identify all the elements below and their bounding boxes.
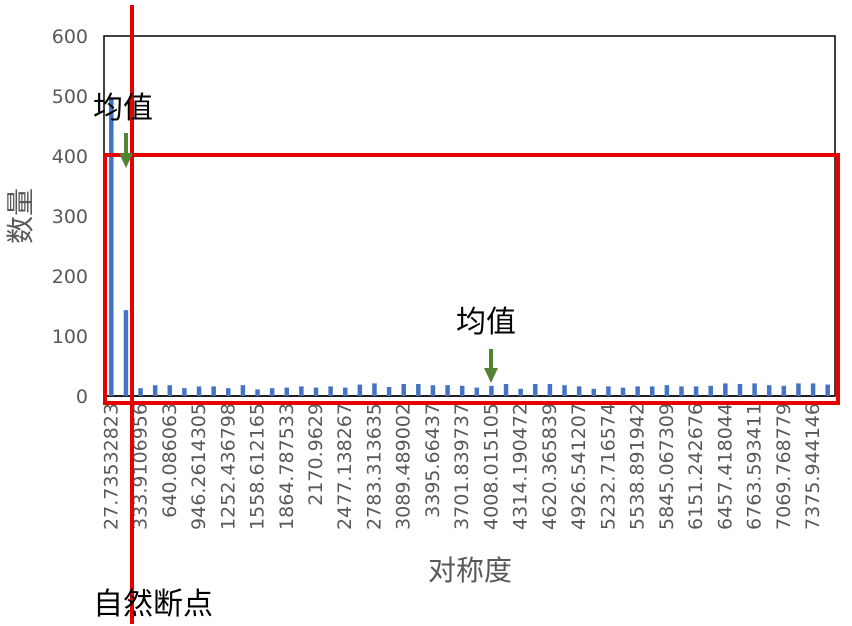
bar [752,383,757,396]
bar [416,384,421,396]
bar [650,386,655,396]
bar [489,385,494,396]
bar [372,383,377,396]
bar [796,383,801,396]
x-tick-label: 640.086063 [159,403,181,518]
x-tick-label: 6457.418044 [714,403,736,530]
bar [430,385,436,396]
bar [445,385,450,396]
x-tick-label: 6151.242676 [685,403,707,530]
bar [547,384,553,396]
x-tick-label: 946.2614305 [188,403,210,530]
bar [781,385,787,396]
bar [693,386,699,396]
bar [226,388,231,396]
y-tick-label: 400 [52,146,88,168]
bar [196,386,202,396]
x-tick-label: 333.9106956 [130,403,152,530]
bar [211,386,216,396]
bar [635,386,640,396]
bar [299,386,304,396]
bar [123,310,129,396]
bar [503,384,509,396]
bar [386,387,392,396]
x-tick-label: 3089.489002 [393,403,415,530]
bar [723,383,728,396]
bar [766,385,772,396]
x-tick-label: 3395.66437 [422,403,444,518]
bar [152,385,158,396]
mean-arrow-1 [119,133,133,168]
x-tick-label: 5232.716574 [597,403,619,530]
bar [284,387,289,396]
bar [474,387,480,396]
y-tick-label: 600 [52,26,88,48]
x-tick-label: 1864.787533 [276,403,298,530]
bar [708,385,713,396]
x-tick-label: 4314.190472 [510,403,532,530]
y-axis-title: 数量 [4,188,37,244]
x-tick-label: 5845.067309 [656,403,678,530]
bar [342,387,348,396]
highlight-box [103,153,840,405]
y-tick-label: 500 [52,86,88,108]
x-tick-label: 3701.839737 [451,403,473,530]
bar [255,389,260,396]
bar [328,386,333,396]
bar [810,383,816,396]
y-tick-label: 200 [52,266,88,288]
bar [182,388,187,396]
bar [518,388,523,396]
mean-label-2: 均值 [456,305,516,340]
x-tick-label: 7069.768779 [773,403,795,530]
bar [240,385,246,396]
x-tick-label: 5538.891942 [627,403,649,530]
bar [401,384,406,396]
x-tick-label: 2477.138267 [334,403,356,530]
x-tick-label: 1252.436798 [217,403,239,530]
mean-label-1: 均值 [93,91,153,126]
y-tick-label: 100 [52,326,88,348]
bar [606,386,611,396]
bar [533,384,538,396]
bar [109,99,114,396]
breakpoint-label: 自然断点 [93,587,213,622]
x-tick-label: 2170.9629 [305,403,327,506]
bar [269,388,275,396]
x-tick-label: 7375.944146 [802,403,824,530]
x-tick-label: 4926.541207 [568,403,590,530]
bar [562,385,567,396]
x-tick-label: 1558.612165 [247,403,269,530]
y-tick-label: 0 [76,386,88,408]
x-tick-label: 4008.015105 [480,403,502,530]
bar [313,387,319,396]
bar [591,388,597,396]
bar [138,388,143,396]
bar [357,384,363,396]
bar [679,386,684,396]
x-axis-title: 对称度 [428,554,512,587]
bar [620,387,626,396]
plot-area-border [103,35,836,397]
mean-arrow-2 [484,349,498,383]
x-tick-label: 4620.365839 [539,403,561,530]
y-tick-label: 300 [52,206,88,228]
bar [576,386,582,396]
bar [167,385,173,396]
x-tick-label: 2783.313635 [363,403,385,530]
bar [664,385,670,396]
bar [825,384,830,396]
x-tick-label: 6763.593411 [744,403,766,530]
bar [459,385,465,396]
bar [737,384,743,396]
x-tick-label: 27.73532823 [100,403,122,530]
